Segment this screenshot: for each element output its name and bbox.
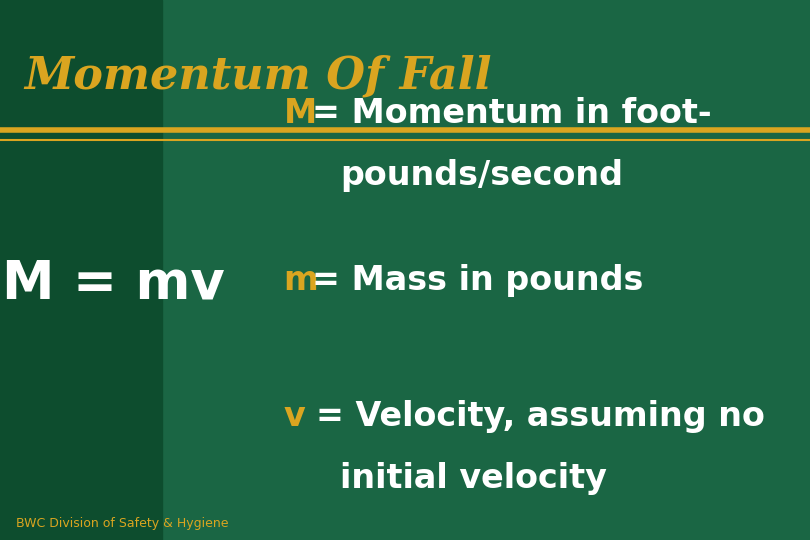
Text: M: M [284, 97, 317, 130]
Bar [0, 0, 162, 540]
Text: = Momentum in foot-: = Momentum in foot- [312, 97, 711, 130]
Text: m: m [284, 264, 318, 298]
Text: initial velocity: initial velocity [340, 462, 607, 495]
Text: BWC Division of Safety & Hygiene: BWC Division of Safety & Hygiene [16, 517, 228, 530]
Text: pounds/second: pounds/second [340, 159, 623, 192]
Text: M = mv: M = mv [2, 258, 225, 309]
Text: = Velocity, assuming no: = Velocity, assuming no [316, 400, 765, 433]
Text: v: v [284, 400, 305, 433]
Text: Momentum Of Fall: Momentum Of Fall [24, 54, 492, 97]
Text: = Mass in pounds: = Mass in pounds [312, 264, 643, 298]
